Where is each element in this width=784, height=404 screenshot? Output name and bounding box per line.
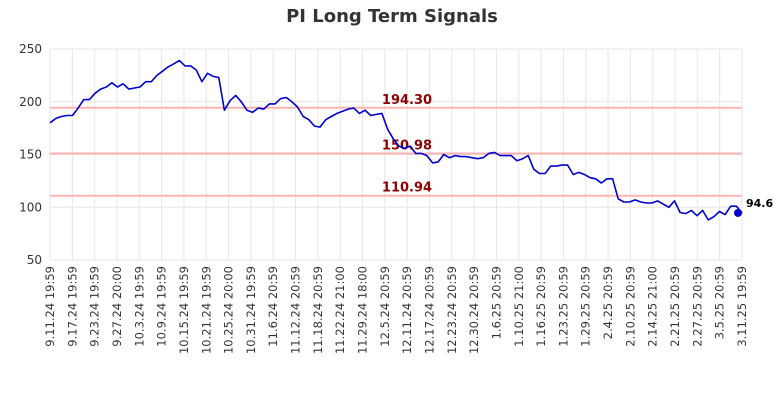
x-tick-label: 10.25.24 20:00 [222, 266, 236, 354]
x-tick-label: 2.14.25 21:00 [646, 266, 660, 347]
x-tick-label: 10.3.24 19:59 [132, 266, 146, 347]
y-tick-label: 250 [19, 42, 42, 56]
x-tick-label: 9.27.24 20:00 [110, 266, 124, 347]
x-tick-label: 11.29.24 18:00 [356, 266, 370, 354]
last-value-marker [734, 208, 742, 217]
x-tick-label: 1.16.25 20:59 [534, 266, 548, 347]
x-tick-label: 1.6.25 20:59 [489, 266, 503, 339]
x-tick-label: 9.17.24 19:59 [65, 266, 79, 347]
y-tick-label: 200 [19, 95, 42, 109]
x-tick-label: 3.5.25 20:59 [713, 266, 727, 339]
x-tick-label: 10.15.24 19:59 [177, 266, 191, 354]
signal-label: 194.30 [382, 93, 432, 108]
signal-label: 150.98 [382, 138, 432, 153]
x-tick-label: 10.31.24 19:59 [244, 266, 258, 354]
x-tick-label: 2.27.25 20:59 [690, 266, 704, 347]
chart-title: PI Long Term Signals [286, 6, 498, 27]
x-tick-label: 9.11.24 19:59 [43, 266, 57, 347]
y-tick-label: 50 [27, 253, 42, 267]
x-tick-label: 12.5.24 20:59 [378, 266, 392, 347]
x-tick-label: 11.18.24 20:59 [311, 266, 325, 354]
x-tick-label: 2.10.25 20:59 [623, 266, 637, 347]
last-value-label: 94.6 [746, 197, 773, 210]
x-tick-label: 12.11.24 20:59 [400, 266, 414, 354]
x-tick-label: 2.21.25 20:59 [668, 266, 682, 347]
x-tick-label: 3.11.25 19:59 [735, 266, 749, 347]
x-tick-label: 10.21.24 19:59 [199, 266, 213, 354]
x-tick-label: 12.23.24 20:59 [445, 266, 459, 354]
x-tick-label: 11.12.24 20:59 [289, 266, 303, 354]
x-tick-label: 1.23.25 20:59 [556, 266, 570, 347]
y-tick-label: 150 [19, 148, 42, 162]
x-tick-label: 11.6.24 20:59 [266, 266, 280, 347]
x-tick-label: 2.4.25 20:59 [601, 266, 615, 339]
x-tick-label: 12.30.24 20:59 [467, 266, 481, 354]
x-tick-label: 10.9.24 19:59 [155, 266, 169, 347]
x-tick-label: 9.23.24 19:59 [88, 266, 102, 347]
x-tick-label: 12.17.24 20:59 [422, 266, 436, 354]
price-line [49, 59, 743, 221]
x-tick-label: 1.10.25 21:00 [512, 266, 526, 347]
signal-label: 110.94 [382, 181, 432, 196]
x-tick-label: 1.29.25 20:59 [579, 266, 593, 347]
x-tick-label: 11.22.24 21:00 [333, 266, 347, 354]
y-tick-label: 100 [19, 200, 42, 214]
